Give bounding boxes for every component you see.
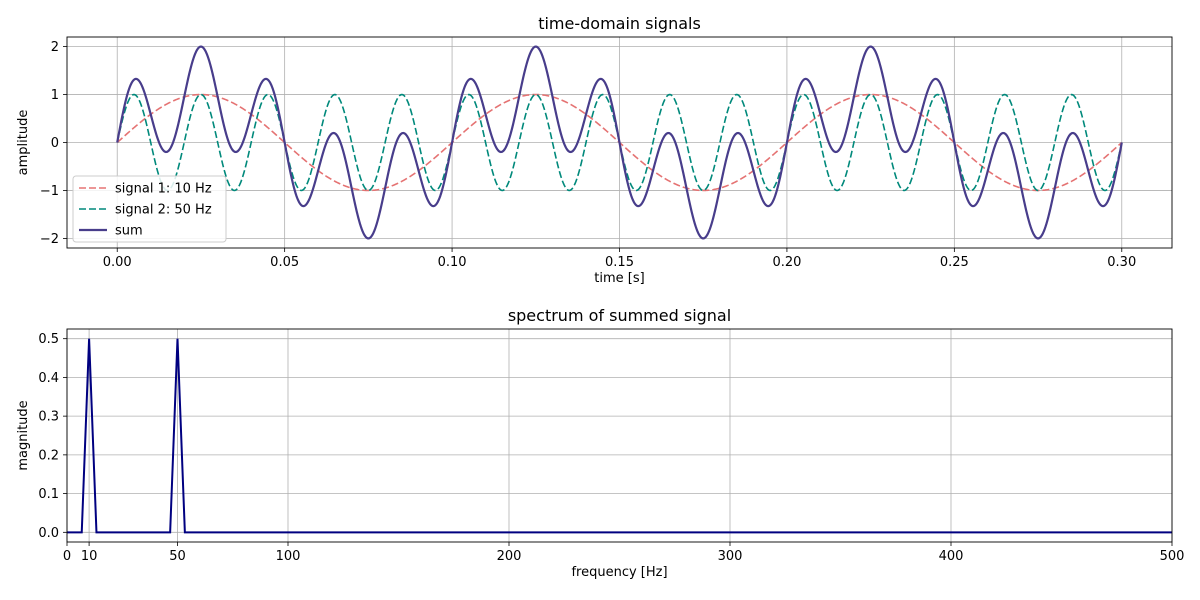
x-axis-label: frequency [Hz] — [571, 565, 667, 580]
axes-frame — [66, 36, 1173, 249]
y-tick-label: 0.1 — [38, 487, 59, 502]
y-tick-label: 0 — [51, 136, 59, 151]
x-tick-label: 0.20 — [772, 255, 801, 270]
chart-title: time-domain signals — [538, 14, 701, 33]
y-tick-label: 0.0 — [38, 526, 59, 541]
x-tick-label: 400 — [939, 549, 964, 564]
axes-2: 0 10 50 100 200 300 400 500 0.0 0.1 0.2 0.3 0.4 0.5 sp… — [16, 306, 1184, 580]
y-tick-label: −2 — [40, 232, 59, 247]
x-tick-label: 300 — [718, 549, 743, 564]
x-axis-label: time [s] — [594, 271, 644, 286]
chart-title: spectrum of summed signal — [508, 306, 731, 325]
y-tick-label: −1 — [40, 184, 59, 199]
legend-label: signal 2: 50 Hz — [115, 203, 212, 218]
legend: signal 1: 10 Hz signal 2: 50 Hz sum — [72, 175, 227, 243]
x-tick-label: 0.30 — [1107, 255, 1136, 270]
y-tick-label: 0.3 — [38, 410, 59, 425]
y-tick-label: 1 — [51, 88, 59, 103]
legend-label: sum — [115, 224, 143, 239]
y-tick-label: 0.4 — [38, 371, 59, 386]
x-tick-label: 0.00 — [103, 255, 132, 270]
x-tick-label: 0.10 — [438, 255, 467, 270]
legend-box — [72, 175, 227, 243]
x-tick-label: 0.15 — [605, 255, 634, 270]
x-tick-label: 10 — [81, 549, 98, 564]
x-tick-label: 500 — [1160, 549, 1185, 564]
y-tick-label: 2 — [51, 40, 59, 55]
grid — [66, 329, 1173, 542]
legend-label: signal 1: 10 Hz — [115, 182, 212, 197]
x-tick-label: 0.05 — [270, 255, 299, 270]
y-tick-label: 0.5 — [38, 332, 59, 347]
axes-frame — [66, 328, 1173, 543]
x-tick-label: 100 — [276, 549, 301, 564]
x-tick-label: 0.25 — [940, 255, 969, 270]
x-tick-label: 200 — [497, 549, 522, 564]
y-axis-label: amplitude — [16, 110, 31, 176]
series-line-3 — [116, 45, 1123, 240]
y-tick-label: 0.2 — [38, 448, 59, 463]
series-group — [116, 45, 1123, 240]
axes-1: 0.00 0.05 0.10 0.15 0.20 0.25 0.30 −2 −1 0 1 2 time-… — [16, 14, 1173, 286]
spectrum-line — [67, 338, 1172, 534]
series-group — [67, 338, 1172, 534]
x-tick-label: 0 — [63, 549, 71, 564]
x-tick-label: 50 — [169, 549, 186, 564]
y-axis-label: magnitude — [16, 400, 31, 470]
